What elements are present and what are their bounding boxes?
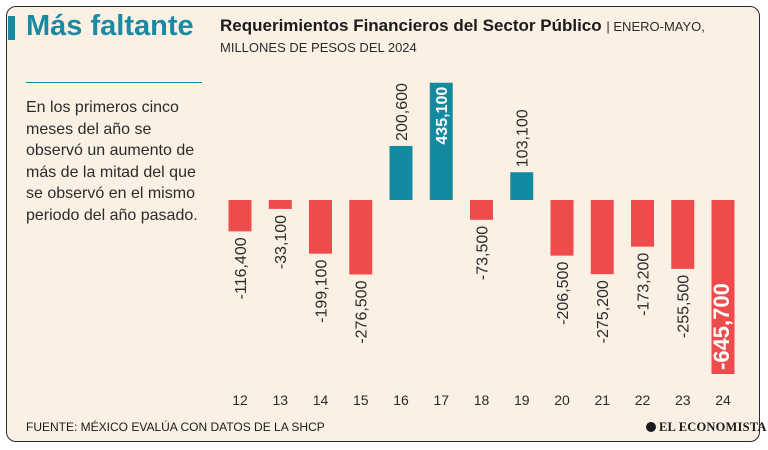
bar-18 [470,200,493,220]
category-label-24: 24 [715,392,731,408]
value-label-21: -275,200 [595,280,612,343]
category-label-19: 19 [514,392,530,408]
category-label-15: 15 [353,392,369,408]
value-label-13: -33,100 [273,215,290,269]
headline-divider [26,82,202,83]
bar-14 [309,200,332,254]
chart-title-text: Requerimientos Financieros del Sector Pú… [220,16,602,35]
category-label-17: 17 [433,392,449,408]
bar-23 [671,200,695,269]
category-label-22: 22 [635,392,651,408]
chart-title: Requerimientos Financieros del Sector Pú… [220,16,750,36]
value-label-16: 200,600 [394,83,411,141]
value-label-14: -199,100 [314,260,331,323]
category-label-16: 16 [393,392,409,408]
bar-22 [631,200,654,247]
category-label-14: 14 [313,392,329,408]
headline: Más faltante [26,10,194,42]
value-label-19: 103,100 [515,109,532,167]
brand-logo: EL ECONOMISTA [646,420,767,435]
bar-24 [711,200,735,374]
value-label-15: -276,500 [354,280,371,343]
value-label-22: -173,200 [636,253,653,316]
category-label-20: 20 [554,392,570,408]
value-label-24: -645,700 [709,283,734,370]
bar-15 [349,200,373,275]
category-label-21: 21 [594,392,610,408]
category-label-18: 18 [474,392,490,408]
brand-mark-icon [646,422,656,432]
accent-bar [8,16,15,40]
bar-20 [550,200,574,256]
bar-17 [429,82,453,200]
category-label-12: 12 [232,392,248,408]
chart-subtitle-units: MILLONES DE PESOS DEL 2024 [220,40,417,55]
bar-19 [510,172,534,200]
bar-12 [228,200,252,232]
value-label-17: 435,100 [434,87,451,145]
chart-title-separator: | [606,19,614,34]
category-label-13: 13 [272,392,288,408]
value-label-12: -116,400 [233,237,250,299]
bar-16 [389,145,413,200]
brand-name: EL ECONOMISTA [659,420,767,434]
value-label-18: -73,500 [475,226,492,280]
bar-21 [590,200,614,275]
description: En los primeros cinco meses del año se o… [26,99,198,224]
bar-13 [268,200,292,209]
value-label-23: -255,500 [676,275,693,338]
source-note: FUENTE: MÉXICO EVALÚA CON DATOS DE LA SH… [26,420,325,434]
value-label-20: -206,500 [555,262,572,325]
category-label-23: 23 [675,392,691,408]
chart-subtitle-period: ENERO-MAYO, [613,19,705,34]
